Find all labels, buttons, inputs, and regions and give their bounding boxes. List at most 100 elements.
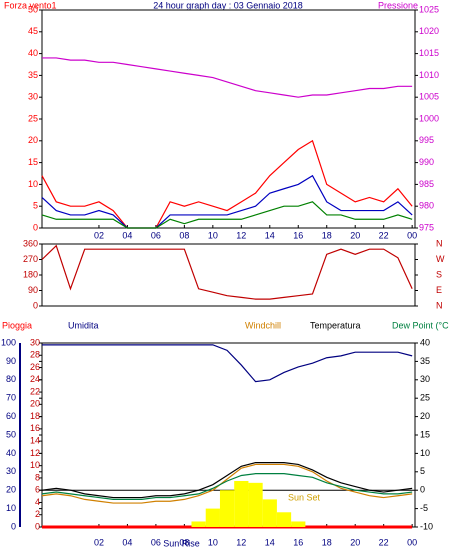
y-tick-label: 90 — [6, 356, 16, 366]
solar-bar — [219, 490, 235, 527]
x-tick-label: 06 — [151, 537, 161, 547]
series-line — [41, 139, 413, 229]
y2-tick-label: 40 — [420, 337, 430, 347]
chart-title: 24 hour graph day : 03 Gennaio 2018 — [153, 0, 303, 10]
x-tick-label: 10 — [208, 230, 218, 240]
x-tick-label: 00 — [407, 230, 417, 240]
y3-tick-label: 10 — [30, 460, 40, 470]
series-line — [42, 344, 413, 383]
x-tick-label: 22 — [379, 230, 389, 240]
y-tick-label: 50 — [6, 429, 16, 439]
solar-bar — [291, 521, 306, 527]
y2-tick-label: 975 — [419, 222, 434, 232]
x-tick-label: 14 — [265, 537, 275, 547]
y2-tick-label: W — [436, 254, 445, 264]
x-tick-label: 06 — [151, 230, 161, 240]
y3-tick-label: 18 — [30, 411, 40, 421]
y-tick-label: 180 — [23, 269, 38, 279]
solar-bar — [262, 499, 277, 527]
y2-tick-label: 985 — [419, 179, 434, 189]
y-tick-label: 45 — [28, 26, 38, 36]
y-tick-label: 40 — [6, 448, 16, 458]
series-line — [41, 244, 413, 300]
y3-tick-label: 28 — [30, 350, 40, 360]
annotation: Sun Set — [288, 492, 321, 502]
x-tick-label: 20 — [350, 537, 360, 547]
y-tick-label: 0 — [11, 521, 16, 531]
x-tick-label: 02 — [94, 537, 104, 547]
y-tick-label: 270 — [23, 254, 38, 264]
y-tick-label: 10 — [6, 503, 16, 513]
y3-tick-label: 0 — [35, 521, 40, 531]
y2-tick-label: 5 — [420, 466, 425, 476]
solar-bar — [276, 512, 292, 527]
y2-tick-label: 1005 — [419, 92, 439, 102]
x-tick-label: 02 — [94, 230, 104, 240]
right-axis-title: Pressione — [378, 0, 418, 10]
y-tick-label: 20 — [6, 485, 16, 495]
y3-tick-label: 26 — [30, 362, 40, 372]
y2-tick-label: -10 — [420, 521, 433, 531]
y3-tick-label: 14 — [30, 436, 40, 446]
legend-label: Temperatura — [310, 320, 361, 330]
y-tick-label: 360 — [23, 238, 38, 248]
x-tick-label: 08 — [179, 537, 189, 547]
y-tick-label: 40 — [28, 48, 38, 58]
y3-tick-label: 22 — [30, 386, 40, 396]
x-tick-label: 18 — [322, 537, 332, 547]
x-tick-label: 16 — [293, 537, 303, 547]
y-tick-label: 60 — [6, 411, 16, 421]
y2-tick-label: N — [436, 300, 443, 310]
y2-tick-label: 1020 — [419, 26, 439, 36]
y-tick-label: 15 — [28, 157, 38, 167]
y2-tick-label: 1015 — [419, 48, 439, 58]
y2-tick-label: 25 — [420, 393, 430, 403]
y2-tick-label: 35 — [420, 356, 430, 366]
x-tick-label: 14 — [265, 230, 275, 240]
y-tick-label: 70 — [6, 393, 16, 403]
series-line — [41, 462, 413, 499]
y-tick-label: 50 — [28, 4, 38, 14]
x-tick-label: 22 — [379, 537, 389, 547]
left-axis-title: Forza vento1 — [4, 0, 57, 10]
legend-label: Windchill — [245, 320, 281, 330]
series-line — [41, 463, 413, 504]
y2-tick-label: 1000 — [419, 113, 439, 123]
x-tick-label: 20 — [350, 230, 360, 240]
y3-tick-label: 24 — [30, 374, 40, 384]
legend-label: Dew Point (°C — [392, 320, 449, 330]
annotation: Sun Rise — [163, 538, 200, 548]
solar-bar — [191, 521, 206, 527]
x-tick-label: 12 — [236, 230, 246, 240]
solar-bar — [234, 481, 249, 527]
y2-tick-label: 15 — [420, 429, 430, 439]
y3-tick-label: 8 — [35, 472, 40, 482]
y-tick-label: 100 — [1, 337, 16, 347]
y2-tick-label: 10 — [420, 448, 430, 458]
y3-tick-label: 4 — [35, 497, 40, 507]
y-tick-label: 90 — [28, 285, 38, 295]
y-tick-label: 25 — [28, 113, 38, 123]
y-tick-label: 10 — [28, 179, 38, 189]
y2-tick-label: 20 — [420, 411, 430, 421]
y3-tick-label: 30 — [30, 337, 40, 347]
y3-tick-label: 6 — [35, 485, 40, 495]
x-tick-label: 12 — [236, 537, 246, 547]
y2-tick-label: 980 — [419, 201, 434, 211]
y-tick-label: 0 — [33, 222, 38, 232]
x-tick-label: 08 — [179, 230, 189, 240]
solar-bar — [205, 508, 220, 527]
y-tick-label: 5 — [33, 201, 38, 211]
x-tick-label: 00 — [407, 537, 417, 547]
series-line — [41, 201, 413, 229]
y3-tick-label: 20 — [30, 399, 40, 409]
y-tick-label: 35 — [28, 70, 38, 80]
y3-tick-label: 16 — [30, 423, 40, 433]
y2-tick-label: -5 — [420, 503, 428, 513]
y2-tick-label: N — [436, 238, 443, 248]
y-tick-label: 20 — [28, 135, 38, 145]
y-tick-label: 30 — [28, 92, 38, 102]
y3-tick-label: 2 — [35, 509, 40, 519]
y2-tick-label: 995 — [419, 135, 434, 145]
